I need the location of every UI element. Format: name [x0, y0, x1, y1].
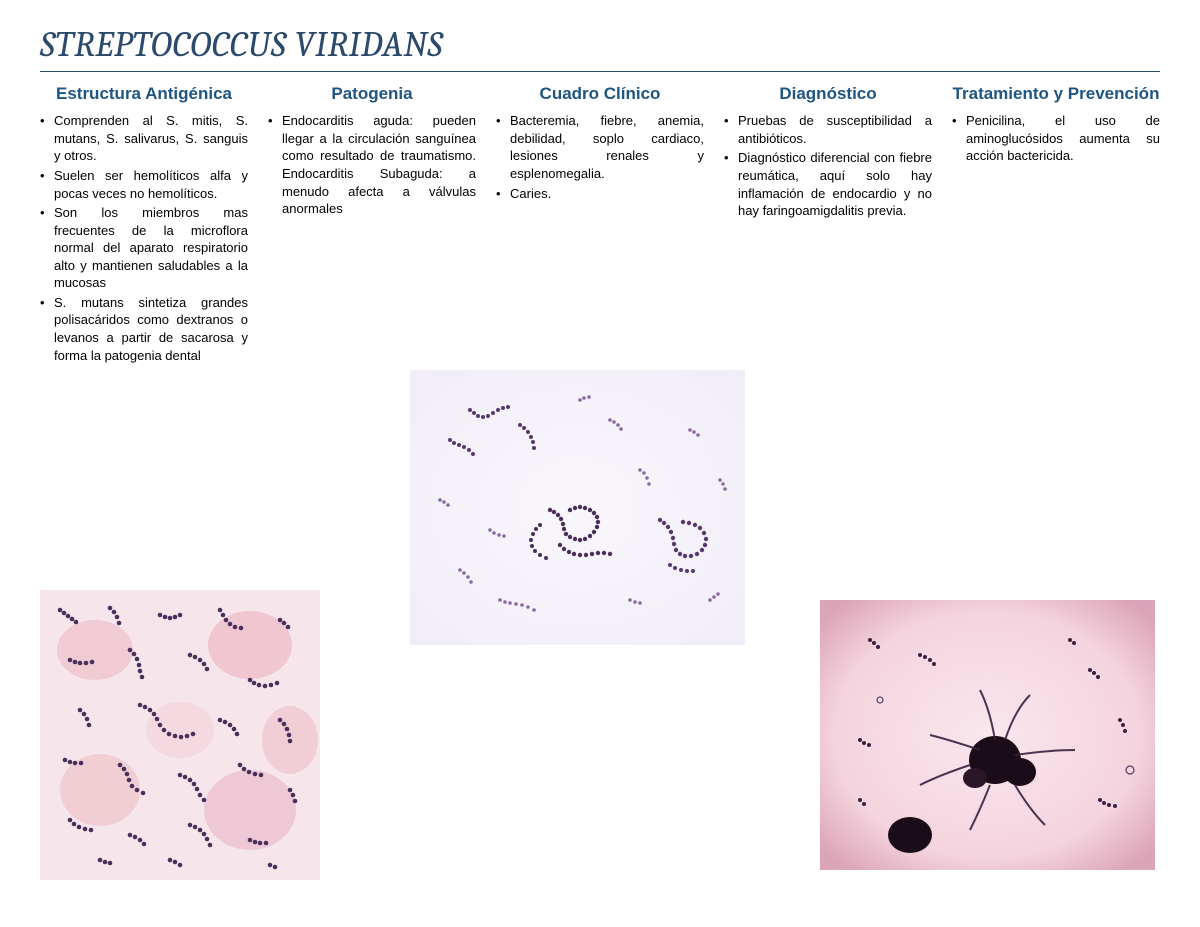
col-heading: Cuadro Clínico	[496, 84, 704, 104]
col-list: Penicilina, el uso de aminoglucósidos au…	[952, 112, 1160, 165]
col-heading: Estructura Antigénica	[40, 84, 248, 104]
col-heading: Patogenia	[268, 84, 476, 104]
list-item: Penicilina, el uso de aminoglucósidos au…	[966, 112, 1160, 165]
col-estructura: Estructura Antigénica Comprenden al S. m…	[40, 84, 248, 366]
col-diagnostico: Diagnóstico Pruebas de susceptibilidad a…	[724, 84, 932, 366]
col-tratamiento: Tratamiento y Prevención Penicilina, el …	[952, 84, 1160, 366]
list-item: Diagnóstico diferencial con fiebre reumá…	[738, 149, 932, 219]
list-item: Pruebas de susceptibilidad a antibiótico…	[738, 112, 932, 147]
col-list: Pruebas de susceptibilidad a antibiótico…	[724, 112, 932, 219]
col-list: Bacteremia, fiebre, anemia, debilidad, s…	[496, 112, 704, 202]
list-item: Son los miembros mas frecuentes de la mi…	[54, 204, 248, 292]
col-patogenia: Patogenia Endocarditis aguda: pueden lle…	[268, 84, 476, 366]
col-list: Comprenden al S. mitis, S. mutans, S. sa…	[40, 112, 248, 364]
list-item: Bacteremia, fiebre, anemia, debilidad, s…	[510, 112, 704, 182]
list-item: Caries.	[510, 185, 704, 203]
list-item: Endocarditis aguda: pueden llegar a la c…	[282, 112, 476, 217]
col-cuadro: Cuadro Clínico Bacteremia, fiebre, anemi…	[496, 84, 704, 366]
col-heading: Diagnóstico	[724, 84, 932, 104]
list-item: Suelen ser hemolíticos alfa y pocas vece…	[54, 167, 248, 202]
col-heading: Tratamiento y Prevención	[952, 84, 1160, 104]
microscopy-left	[40, 590, 320, 880]
list-item: S. mutans sintetiza grandes polisacárido…	[54, 294, 248, 364]
microscopy-center	[410, 370, 745, 645]
columns-container: Estructura Antigénica Comprenden al S. m…	[40, 84, 1160, 366]
list-item: Comprenden al S. mitis, S. mutans, S. sa…	[54, 112, 248, 165]
col-list: Endocarditis aguda: pueden llegar a la c…	[268, 112, 476, 217]
page-title: STREPTOCOCCUS VIRIDANS	[40, 24, 1160, 72]
microscopy-right	[820, 600, 1155, 870]
